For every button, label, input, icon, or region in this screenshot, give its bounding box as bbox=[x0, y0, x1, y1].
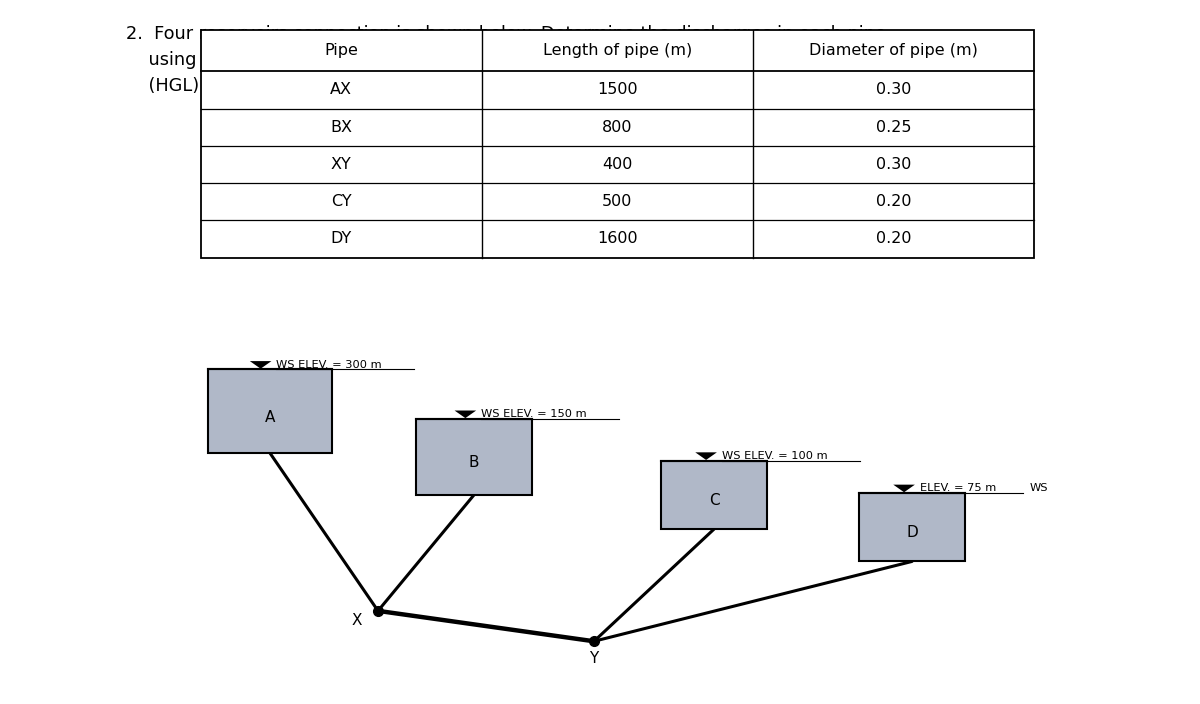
Text: X: X bbox=[352, 612, 361, 628]
Text: B: B bbox=[469, 455, 479, 470]
Text: XY: XY bbox=[331, 157, 352, 172]
Polygon shape bbox=[859, 493, 965, 562]
Text: 0.20: 0.20 bbox=[876, 232, 911, 246]
Text: A: A bbox=[265, 410, 275, 425]
Text: Pipe: Pipe bbox=[324, 44, 359, 58]
Text: 0.25: 0.25 bbox=[876, 120, 911, 134]
Text: 800: 800 bbox=[602, 120, 632, 134]
Text: 0.30: 0.30 bbox=[876, 82, 911, 97]
Text: 2.  Four reservoirs connection is shown below. Determine the discharges in each : 2. Four reservoirs connection is shown b… bbox=[126, 25, 886, 95]
Text: Length of pipe (m): Length of pipe (m) bbox=[542, 44, 692, 58]
Text: 1500: 1500 bbox=[598, 82, 637, 97]
Text: AX: AX bbox=[330, 82, 353, 97]
Text: 0.30: 0.30 bbox=[876, 157, 911, 172]
Text: 500: 500 bbox=[602, 194, 632, 209]
Text: 400: 400 bbox=[602, 157, 632, 172]
Polygon shape bbox=[455, 410, 476, 418]
Polygon shape bbox=[661, 460, 767, 529]
Text: BX: BX bbox=[330, 120, 353, 134]
Text: D: D bbox=[906, 525, 918, 540]
Polygon shape bbox=[695, 453, 716, 460]
Text: 0.20: 0.20 bbox=[876, 194, 911, 209]
Polygon shape bbox=[208, 370, 332, 453]
Text: C: C bbox=[709, 493, 719, 508]
Bar bbox=[200, 30, 1034, 258]
Text: 1600: 1600 bbox=[598, 232, 637, 246]
Polygon shape bbox=[416, 419, 532, 495]
Text: WS ELEV. = 150 m: WS ELEV. = 150 m bbox=[481, 409, 587, 420]
Text: DY: DY bbox=[331, 232, 352, 246]
Polygon shape bbox=[893, 484, 914, 492]
Text: WS ELEV. = 100 m: WS ELEV. = 100 m bbox=[721, 451, 827, 461]
Text: Y: Y bbox=[589, 650, 599, 666]
Text: Diameter of pipe (m): Diameter of pipe (m) bbox=[809, 44, 978, 58]
Text: WS ELEV. = 300 m: WS ELEV. = 300 m bbox=[276, 360, 382, 370]
Polygon shape bbox=[250, 361, 271, 369]
Text: WS: WS bbox=[1030, 484, 1048, 494]
Text: CY: CY bbox=[331, 194, 352, 209]
Text: ELEV. = 75 m: ELEV. = 75 m bbox=[919, 484, 996, 494]
